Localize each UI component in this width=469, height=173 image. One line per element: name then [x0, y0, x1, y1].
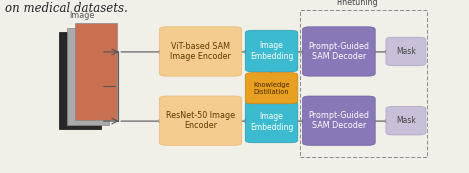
Text: Mask: Mask: [396, 116, 416, 125]
FancyBboxPatch shape: [245, 73, 298, 104]
Text: on medical datasets.: on medical datasets.: [5, 2, 128, 15]
Text: Finetuning: Finetuning: [337, 0, 378, 7]
FancyBboxPatch shape: [245, 30, 298, 72]
FancyBboxPatch shape: [159, 96, 242, 145]
FancyBboxPatch shape: [245, 101, 298, 143]
Text: ViT-based SAM
Image Encoder: ViT-based SAM Image Encoder: [170, 42, 231, 61]
Text: Image
Embedding: Image Embedding: [250, 41, 293, 61]
FancyBboxPatch shape: [303, 27, 375, 76]
FancyBboxPatch shape: [75, 23, 117, 120]
FancyBboxPatch shape: [67, 28, 109, 125]
Text: ResNet-50 Image
Encoder: ResNet-50 Image Encoder: [166, 111, 235, 130]
FancyBboxPatch shape: [59, 32, 101, 129]
Text: Mask: Mask: [396, 47, 416, 56]
FancyBboxPatch shape: [386, 37, 426, 66]
FancyBboxPatch shape: [386, 106, 426, 135]
Text: Image: Image: [69, 11, 95, 20]
Text: Prompt-Guided
SAM Decoder: Prompt-Guided SAM Decoder: [308, 42, 370, 61]
FancyBboxPatch shape: [159, 27, 242, 76]
Text: Prompt-Guided
SAM Decoder: Prompt-Guided SAM Decoder: [308, 111, 370, 130]
Text: Knowledge
Distillation: Knowledge Distillation: [253, 82, 290, 95]
FancyBboxPatch shape: [303, 96, 375, 145]
Text: Image
Embedding: Image Embedding: [250, 112, 293, 132]
